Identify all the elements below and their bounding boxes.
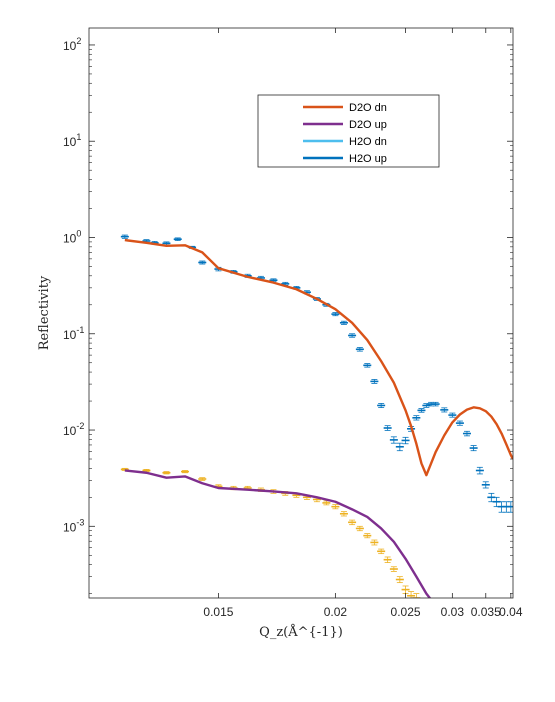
y-tick-exponent: 1 — [76, 132, 81, 142]
x-tick-label: 0.03 — [441, 605, 465, 619]
data-point — [180, 470, 189, 474]
data-point — [198, 477, 207, 481]
data-point — [462, 430, 471, 437]
data-point — [481, 481, 490, 489]
data-point — [348, 519, 357, 526]
data-point — [339, 320, 348, 325]
y-tick-base: 10 — [63, 328, 77, 342]
data-point — [198, 260, 207, 265]
data-point — [173, 237, 182, 241]
y-tick-base: 10 — [63, 135, 77, 149]
data-point — [431, 401, 440, 407]
y-tick-label: 10-3 — [63, 517, 84, 534]
legend-label: H2O up — [349, 153, 387, 165]
y-tick-exponent: -1 — [76, 325, 84, 335]
series-line-d2o-dn — [124, 238, 513, 477]
y-tick-base: 10 — [63, 520, 77, 534]
axes-box — [88, 27, 514, 599]
data-point — [389, 566, 398, 572]
legend-item: H2O up — [303, 153, 387, 165]
data-point — [370, 539, 379, 546]
x-tick-label: 0.015 — [203, 605, 233, 619]
data-point — [377, 403, 386, 409]
x-tick-label: 0.025 — [391, 605, 421, 619]
legend-label: D2O up — [349, 119, 387, 131]
legend-item: D2O dn — [303, 102, 387, 114]
y-tick-label: 100 — [63, 228, 81, 245]
data-point — [331, 504, 340, 510]
data-point — [389, 436, 398, 444]
data-point — [363, 533, 372, 539]
data-point — [407, 591, 416, 598]
data-point — [401, 436, 410, 445]
legend: D2O dn D2O up H2O dn H2O up — [257, 94, 440, 168]
y-tick-label: 10-1 — [63, 325, 84, 342]
y-tick-base: 10 — [63, 39, 77, 53]
data-point — [370, 379, 379, 384]
x-tick-label: 0.04 — [499, 605, 523, 619]
series-line-d2o-up — [124, 469, 432, 598]
y-tick-label: 102 — [63, 36, 81, 53]
legend-box — [257, 94, 440, 168]
y-tick-label: 10-2 — [63, 421, 84, 438]
y-tick-base: 10 — [63, 231, 77, 245]
data-point — [412, 593, 421, 598]
data-point — [355, 525, 364, 532]
series-layer — [120, 234, 513, 598]
data-point — [440, 407, 449, 413]
y-tick-exponent: -3 — [76, 517, 84, 527]
data-point — [475, 466, 484, 475]
data-point — [412, 415, 421, 421]
data-point — [331, 312, 340, 317]
data-point — [120, 234, 129, 239]
x-tick-label: 0.02 — [324, 605, 348, 619]
legend-item: D2O up — [303, 119, 387, 131]
x-axis-label: Q_z(Å^{-1}) — [259, 624, 343, 640]
data-point — [363, 363, 372, 368]
x-tick-label: 0.035 — [471, 605, 501, 619]
y-tick-base: 10 — [63, 424, 77, 438]
data-point — [469, 445, 478, 452]
legend-item: H2O dn — [303, 136, 387, 148]
data-point — [348, 333, 357, 338]
series-data — [120, 467, 421, 598]
data-point — [355, 347, 364, 352]
data-point — [417, 408, 426, 413]
data-point — [383, 425, 392, 431]
data-point — [395, 442, 404, 452]
y-tick-exponent: 0 — [76, 228, 81, 238]
data-point — [383, 556, 392, 563]
data-point — [455, 420, 464, 426]
data-point — [448, 412, 457, 418]
y-tick-exponent: 2 — [76, 36, 81, 46]
data-point — [395, 576, 404, 584]
y-tick-label: 101 — [63, 132, 81, 149]
legend-label: D2O dn — [349, 102, 387, 114]
data-point — [162, 471, 171, 475]
data-point — [377, 548, 386, 555]
y-axis-label: Reflectivity — [37, 275, 52, 350]
y-tick-exponent: -2 — [76, 421, 84, 431]
data-point — [339, 511, 348, 517]
legend-label: H2O dn — [349, 136, 387, 148]
